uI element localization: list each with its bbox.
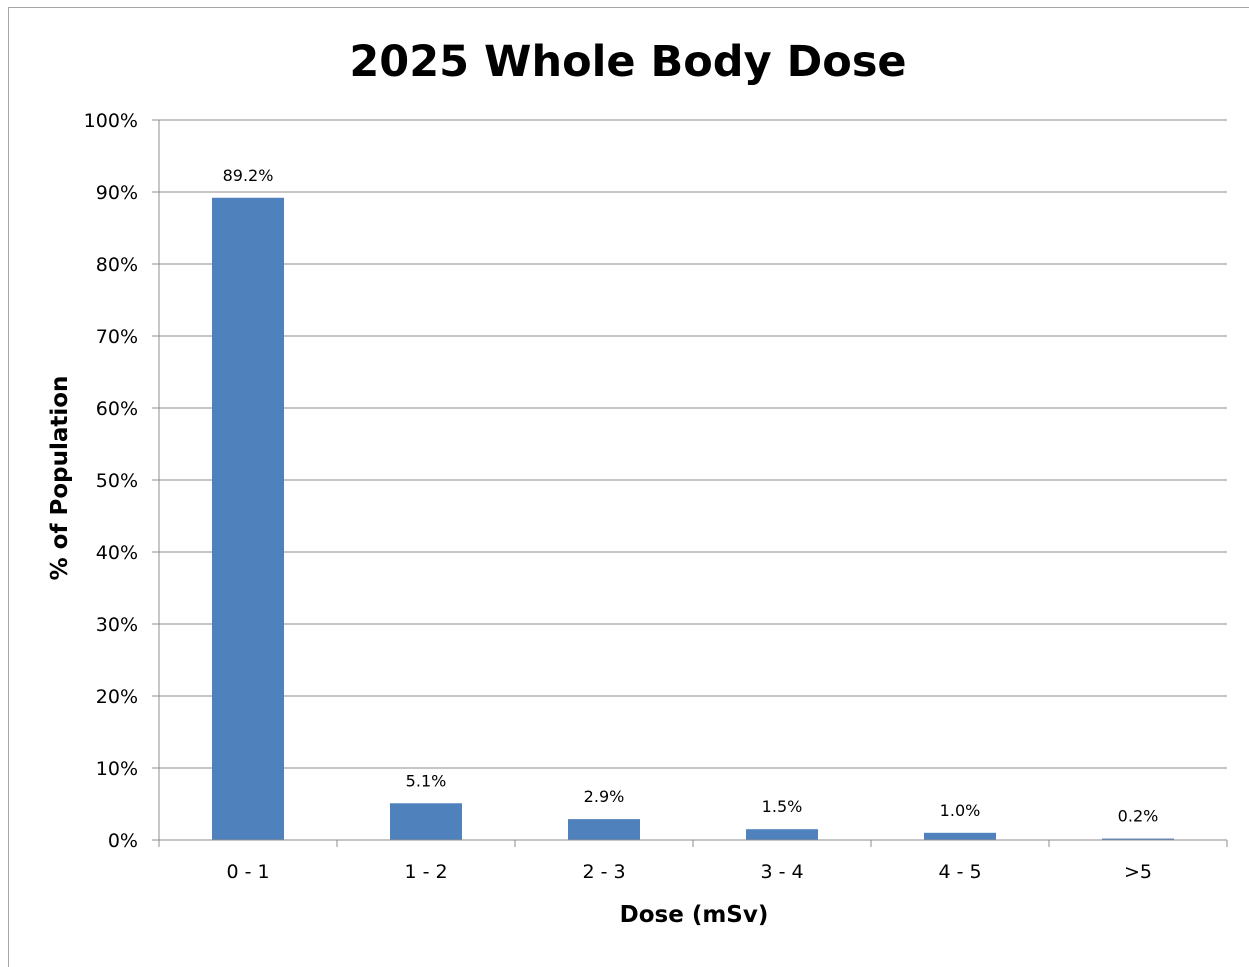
x-tick-label: 3 - 4: [760, 861, 803, 883]
x-axis-title: Dose (mSv): [620, 902, 769, 928]
y-tick-label: 70%: [96, 326, 138, 348]
y-tick-label: 0%: [108, 830, 138, 852]
y-tick-label: 10%: [96, 758, 138, 780]
labels: 0% 10% 20% 30% 40% 50% 60% 70% 80% 90% 100% 0 - 1 89…: [84, 110, 1159, 883]
y-tick-label: 90%: [96, 182, 138, 204]
y-tick-label: 40%: [96, 542, 138, 564]
y-tick-label: 50%: [96, 470, 138, 492]
y-tick-label: 20%: [96, 686, 138, 708]
data-label: 1.5%: [762, 797, 803, 816]
data-label: 1.0%: [940, 801, 981, 820]
x-tick-label: >5: [1124, 861, 1152, 883]
data-label: 2.9%: [584, 787, 625, 806]
y-tick-label: 60%: [96, 398, 138, 420]
y-tick-label: 100%: [84, 110, 138, 132]
x-tick-label: 1 - 2: [404, 861, 447, 883]
bar: [746, 829, 818, 840]
x-tick-label: 2 - 3: [582, 861, 625, 883]
axes: [152, 119, 1228, 847]
data-label: 5.1%: [406, 771, 447, 790]
x-tick-label: 4 - 5: [938, 861, 981, 883]
gridlines: [159, 119, 1227, 769]
chart-title: 2025 Whole Body Dose: [349, 37, 906, 87]
y-tick-label: 80%: [96, 254, 138, 276]
bars: [212, 197, 1174, 840]
x-tick-label: 0 - 1: [226, 861, 269, 883]
data-label: 0.2%: [1118, 807, 1159, 826]
bar: [568, 819, 640, 840]
bar: [1102, 838, 1174, 840]
data-label: 89.2%: [223, 166, 274, 185]
bar: [924, 832, 996, 840]
bar: [212, 197, 284, 840]
y-tick-label: 30%: [96, 614, 138, 636]
y-axis-title: % of Population: [47, 376, 73, 581]
bar: [390, 803, 462, 840]
